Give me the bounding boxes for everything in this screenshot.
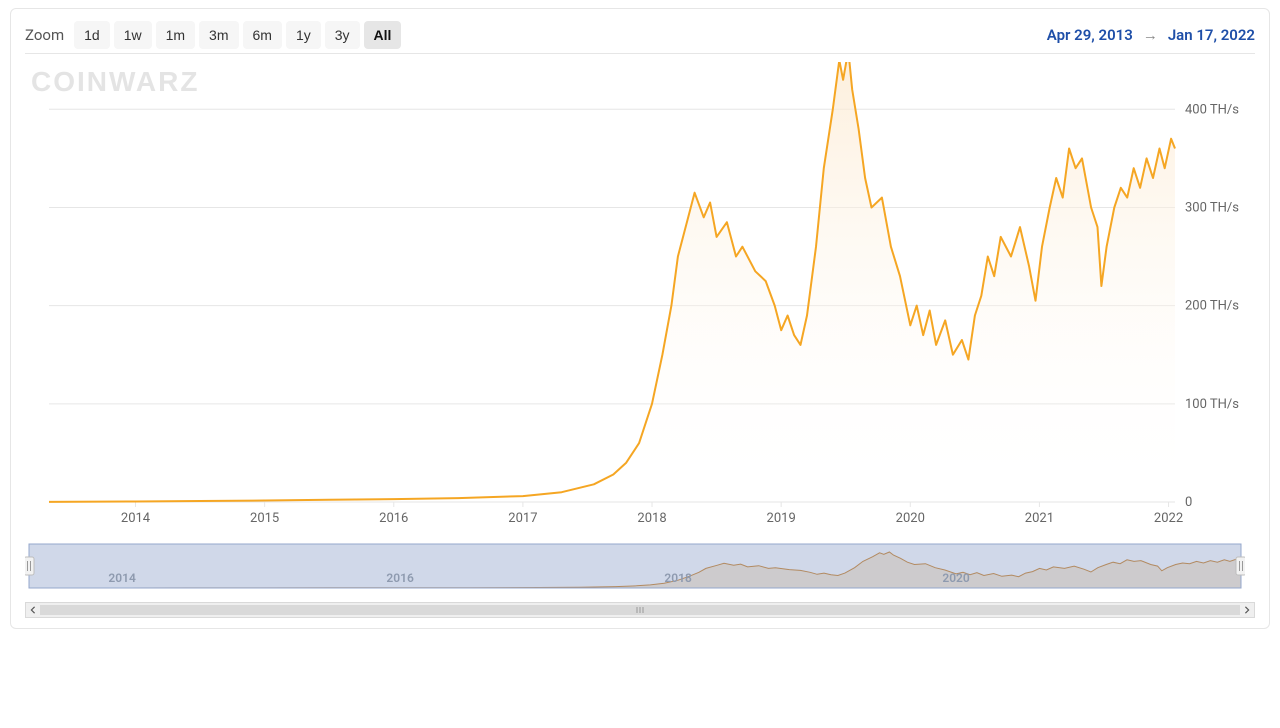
zoom-3m[interactable]: 3m: [199, 21, 238, 49]
svg-text:2022: 2022: [1154, 511, 1183, 526]
svg-text:0: 0: [1185, 495, 1192, 510]
navigator-svg: 2014201620182020: [25, 542, 1245, 590]
svg-text:2014: 2014: [121, 511, 151, 526]
svg-text:100 TH/s: 100 TH/s: [1185, 397, 1239, 412]
chart-card: Zoom 1d 1w 1m 3m 6m 1y 3y All Apr 29, 20…: [10, 8, 1270, 629]
svg-text:300 TH/s: 300 TH/s: [1185, 200, 1239, 215]
svg-text:400 TH/s: 400 TH/s: [1185, 102, 1239, 117]
zoom-1w[interactable]: 1w: [114, 21, 152, 49]
main-chart-area[interactable]: CoinWarz 0 100 TH/s 200 TH/s 300 TH/s 400 TH…: [25, 62, 1255, 542]
date-range: Apr 29, 2013 → Jan 17, 2022: [1047, 26, 1255, 44]
date-end[interactable]: Jan 17, 2022: [1168, 26, 1255, 44]
horizontal-scrollbar[interactable]: [25, 602, 1255, 618]
svg-text:2016: 2016: [379, 511, 408, 526]
svg-text:2021: 2021: [1025, 511, 1054, 526]
divider: [25, 53, 1255, 54]
svg-text:200 TH/s: 200 TH/s: [1185, 299, 1239, 314]
zoom-1y[interactable]: 1y: [286, 21, 321, 49]
scroll-left-icon[interactable]: [29, 606, 37, 614]
svg-text:2020: 2020: [896, 511, 925, 526]
zoom-1m[interactable]: 1m: [156, 21, 195, 49]
svg-text:2015: 2015: [250, 511, 279, 526]
svg-text:2019: 2019: [767, 511, 796, 526]
main-chart-svg: 0 100 TH/s 200 TH/s 300 TH/s 400 TH/s 2014 201…: [25, 62, 1245, 532]
date-start[interactable]: Apr 29, 2013: [1047, 26, 1133, 44]
zoom-6m[interactable]: 6m: [243, 21, 282, 49]
zoom-label: Zoom: [25, 26, 64, 44]
watermark-logo: CoinWarz: [31, 66, 199, 98]
chart-toolbar: Zoom 1d 1w 1m 3m 6m 1y 3y All Apr 29, 20…: [25, 21, 1255, 49]
zoom-all[interactable]: All: [364, 21, 402, 49]
svg-text:2017: 2017: [508, 511, 537, 526]
scroll-right-icon[interactable]: [1243, 606, 1251, 614]
zoom-controls: Zoom 1d 1w 1m 3m 6m 1y 3y All: [25, 21, 401, 49]
zoom-3y[interactable]: 3y: [325, 21, 360, 49]
navigator[interactable]: 2014201620182020: [25, 542, 1255, 600]
scroll-thumb[interactable]: [40, 605, 1240, 615]
arrow-right-icon: →: [1143, 26, 1158, 44]
zoom-1d[interactable]: 1d: [74, 21, 110, 49]
grip-icon: [637, 607, 644, 613]
svg-text:2018: 2018: [637, 511, 666, 526]
